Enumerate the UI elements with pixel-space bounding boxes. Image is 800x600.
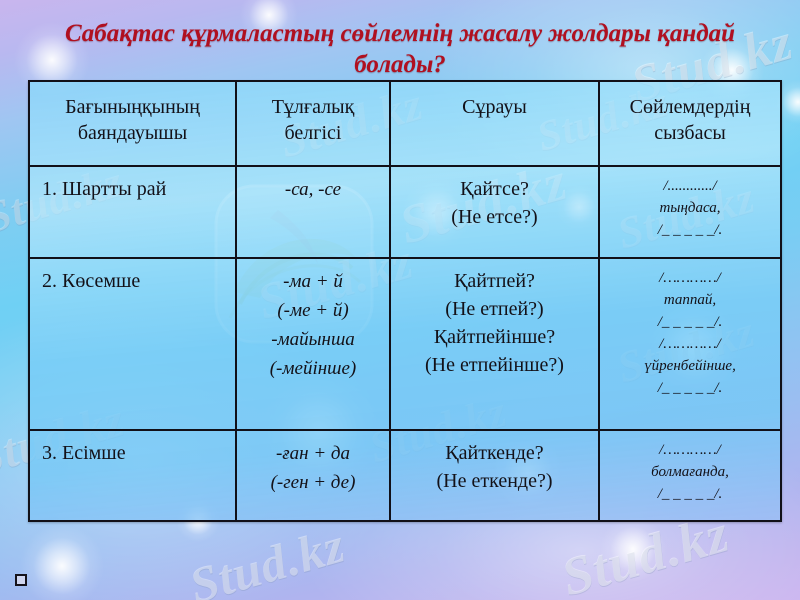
column-header-predicate-label: Бағыныңқының баяндауышы xyxy=(65,96,200,144)
affix-line: -са, -се xyxy=(284,179,342,200)
sparkle-glow xyxy=(600,516,666,582)
cell-question: Қайтсе? (Не етсе?) xyxy=(389,165,600,259)
question-line: Қайтсе? xyxy=(460,178,529,200)
question-list: Қайткенде? (Не еткенде?) xyxy=(391,431,598,505)
scheme-list: /............/ тыңдаса, /_ _ _ _ _/. xyxy=(600,167,780,251)
question-line: Қайтпей? xyxy=(454,270,535,292)
cell-scheme: /…………/ болмағанда, /_ _ _ _ _/. xyxy=(598,429,782,522)
scheme-line: /_ _ _ _ _/. xyxy=(657,486,723,502)
cell-question: Қайткенде? (Не еткенде?) xyxy=(389,429,600,522)
scheme-line: таппай, xyxy=(663,292,717,308)
scheme-line: /…………/ xyxy=(659,442,721,458)
cell-term: 2. Көсемше xyxy=(28,257,237,431)
term-label: 3. Есімше xyxy=(42,442,126,464)
cell-scheme: /…………/ таппай, /_ _ _ _ _/. /…………/ үйрен… xyxy=(598,257,782,431)
slide-title: Сабақтас құрмаластың сөйлемнің жасалу жо… xyxy=(64,20,736,78)
scheme-line: болмағанда, xyxy=(651,464,729,480)
affix-line: -ған + да xyxy=(275,443,351,464)
cell-affix: -ған + да (-ген + де) xyxy=(235,429,391,522)
question-line: Қайтпейінше? xyxy=(433,326,556,348)
question-line: (Не етпей?) xyxy=(445,298,544,320)
column-header-form-marker-label: Тұлғалық белгісі xyxy=(271,96,355,144)
cell-term: 3. Есімше xyxy=(28,429,237,522)
column-header-form-marker: Тұлғалық белгісі xyxy=(235,80,391,167)
question-line: (Не етсе?) xyxy=(451,206,538,228)
question-list: Қайтпей? (Не етпей?) Қайтпейінше? (Не ет… xyxy=(391,259,598,389)
bullet-marker xyxy=(15,574,27,586)
scheme-list: /…………/ таппай, /_ _ _ _ _/. /…………/ үйрен… xyxy=(600,259,780,409)
cell-scheme: /............/ тыңдаса, /_ _ _ _ _/. xyxy=(598,165,782,259)
question-line: Қайткенде? xyxy=(445,442,544,464)
watermark-text: Stud.kz xyxy=(183,516,352,600)
affix-line: (-ме + й) xyxy=(277,300,349,321)
table-row: 1. Шартты рай -са, -се Қайтсе? (Не етсе?… xyxy=(28,165,782,259)
affix-line: -ма + й xyxy=(283,271,343,292)
column-header-question-label: Сұрауы xyxy=(462,96,527,118)
column-header-scheme-label: Сөйлемдердің сызбасы xyxy=(629,96,751,144)
scheme-list: /…………/ болмағанда, /_ _ _ _ _/. xyxy=(600,431,780,515)
term-label: 1. Шартты рай xyxy=(42,178,167,200)
question-line: (Не етпейінше?) xyxy=(425,354,564,376)
scheme-line: тыңдаса, xyxy=(659,200,721,216)
cell-affix: -ма + й (-ме + й) -майынша (-мейінше) xyxy=(235,257,391,431)
scheme-line: /............/ xyxy=(663,178,717,194)
affix-line: -майынша xyxy=(271,329,355,350)
scheme-line: /_ _ _ _ _/. xyxy=(657,380,723,396)
column-header-question: Сұрауы xyxy=(389,80,600,167)
affix-line: (-ген + де) xyxy=(270,472,356,493)
scheme-line: /_ _ _ _ _/. xyxy=(657,222,723,238)
question-list: Қайтсе? (Не етсе?) xyxy=(391,167,598,241)
grammar-table: Бағыныңқының баяндауышы Тұлғалық белгісі… xyxy=(28,80,782,522)
affix-list: -са, -се xyxy=(237,167,389,214)
affix-list: -ған + да (-ген + де) xyxy=(237,431,389,507)
affix-line: (-мейінше) xyxy=(269,358,357,379)
cell-affix: -са, -се xyxy=(235,165,391,259)
scheme-line: /…………/ xyxy=(659,270,721,286)
scheme-line: /…………/ xyxy=(659,336,721,352)
table-header-row: Бағыныңқының баяндауышы Тұлғалық белгісі… xyxy=(28,80,782,167)
term-label: 2. Көсемше xyxy=(42,270,141,292)
sparkle-glow xyxy=(20,524,104,600)
column-header-predicate: Бағыныңқының баяндауышы xyxy=(28,80,237,167)
scheme-line: /_ _ _ _ _/. xyxy=(657,314,723,330)
question-line: (Не еткенде?) xyxy=(436,470,553,492)
affix-list: -ма + й (-ме + й) -майынша (-мейінше) xyxy=(237,259,389,393)
scheme-line: үйренбейінше, xyxy=(644,358,736,374)
column-header-scheme: Сөйлемдердің сызбасы xyxy=(598,80,782,167)
table-row: 2. Көсемше -ма + й (-ме + й) -майынша (-… xyxy=(28,257,782,431)
cell-term: 1. Шартты рай xyxy=(28,165,237,259)
cell-question: Қайтпей? (Не етпей?) Қайтпейінше? (Не ет… xyxy=(389,257,600,431)
table-row: 3. Есімше -ған + да (-ген + де) Қайткенд… xyxy=(28,429,782,522)
